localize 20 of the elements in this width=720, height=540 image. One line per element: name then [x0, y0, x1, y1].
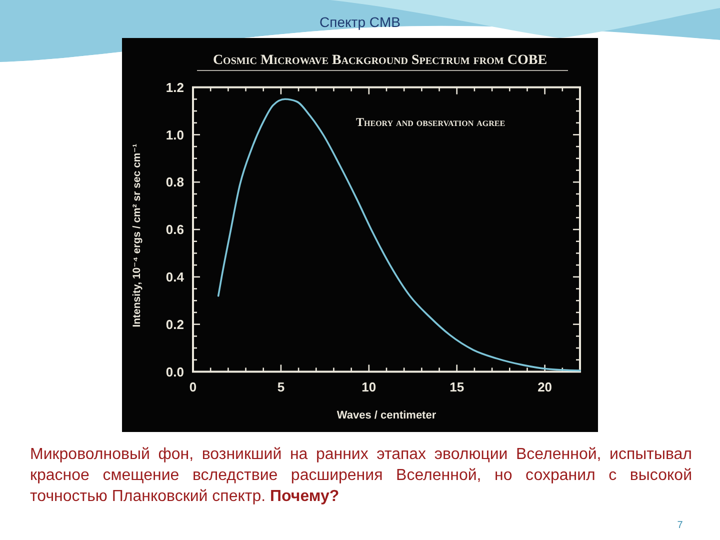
- line-series: [217, 98, 581, 372]
- y-tick-label: 0.6: [166, 222, 184, 238]
- y-axis-title: Intensity, 10⁻⁴ ergs / cm² sr sec cm⁻¹: [131, 143, 143, 328]
- text: Почему?: [270, 488, 340, 505]
- y-tick-label: 0.2: [166, 316, 184, 332]
- x-tick-label: 5: [277, 380, 285, 395]
- x-tick-label: 15: [450, 380, 464, 395]
- x-axis-title: Waves / centimeter: [336, 410, 437, 422]
- y-tick-label: 1.0: [166, 127, 184, 142]
- x-tick-label: 20: [538, 380, 552, 395]
- chart-subtitle: Cosmic Microwave Background Spectrum from COBE: [212, 53, 548, 68]
- y-tick-label: 0.8: [166, 174, 184, 190]
- text: 7: [677, 520, 684, 531]
- chart-title: Спектр CMB: [320, 14, 400, 30]
- y-tick-label: 0.0: [166, 364, 184, 380]
- y-tick-label: 0.4: [166, 269, 185, 284]
- x-tick-label: 10: [362, 380, 376, 395]
- y-tick-label: 1.2: [166, 80, 184, 95]
- annotation: Theory and observation agree: [356, 115, 506, 129]
- x-tick-label: 0: [189, 380, 197, 395]
